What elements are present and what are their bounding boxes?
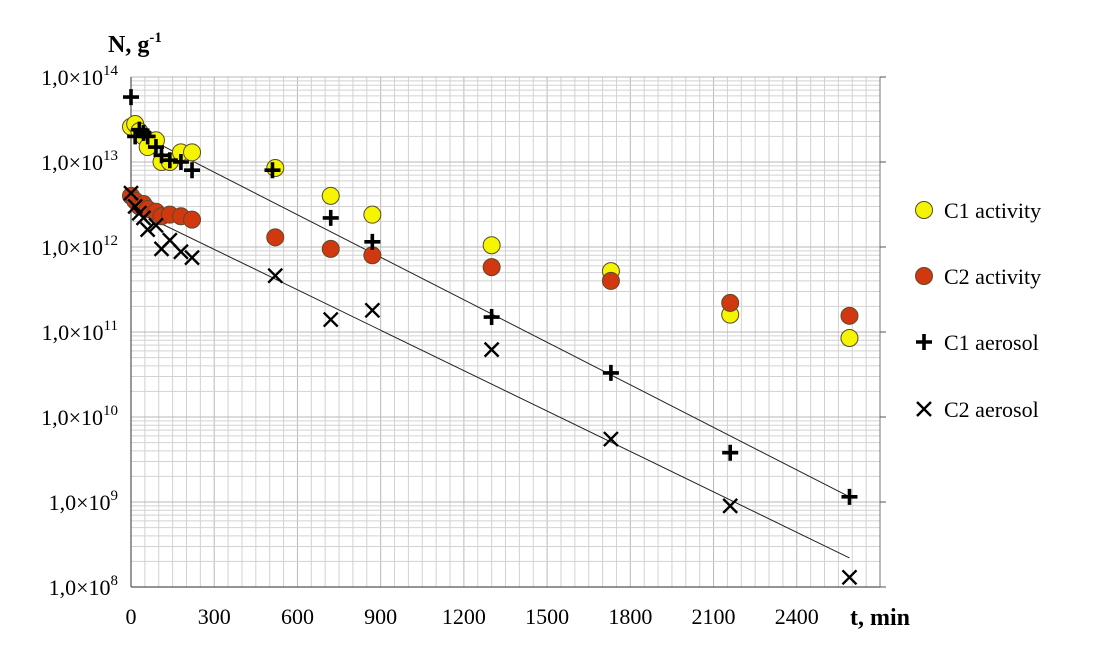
c1-activity-point	[321, 186, 340, 205]
c1-aerosol-point	[322, 209, 339, 226]
legend-label-c1-activity: C1 activity	[944, 198, 1041, 223]
c1-aerosol-point	[364, 233, 381, 250]
c2-activity-point	[482, 258, 501, 277]
axes	[130, 76, 886, 588]
legend-marker-c2-aerosol	[916, 401, 932, 417]
fit-line	[130, 208, 850, 559]
c2-aerosol-point	[483, 341, 500, 358]
c2-aerosol-point	[267, 267, 284, 284]
y-tick-label: 1,0×1010	[41, 403, 118, 430]
c2-activity-point	[721, 293, 740, 312]
c1-aerosol-point	[722, 444, 739, 461]
legend-marker-c2-activity	[915, 267, 933, 285]
y-tick-label: 1,0×1013	[41, 148, 118, 175]
c1-activity-point	[266, 158, 285, 177]
c2-aerosol-point	[322, 311, 339, 328]
c1-aerosol-point	[184, 162, 201, 179]
c2-activity-point	[601, 271, 620, 290]
c2-aerosol-point	[135, 210, 152, 226]
c2-aerosol-point	[722, 498, 739, 514]
c2-aerosol-point	[841, 569, 858, 586]
c2-activity-point	[266, 228, 285, 247]
c2-aerosol-point	[123, 185, 139, 202]
x-tick-label: 2100	[692, 604, 736, 629]
y-tick-label: 1,0×108	[49, 573, 118, 600]
x-tick-label: 1200	[442, 604, 486, 629]
x-tick-label: 300	[198, 604, 231, 629]
c1-aerosol-point	[147, 139, 164, 156]
x-tick-label: 2400	[775, 604, 819, 629]
x-tick-label: 1500	[525, 604, 569, 629]
legend-label-c2-aerosol: C2 aerosol	[944, 397, 1039, 422]
c1-aerosol-point	[483, 309, 500, 326]
c2-aerosol-point	[139, 221, 156, 238]
c1-activity-point	[183, 143, 202, 162]
c1-aerosol-point	[602, 364, 619, 381]
c1-aerosol-point	[264, 162, 281, 179]
c2-activity-point	[183, 210, 202, 229]
legend: C1 activity C2 activity C1 aerosol C2 aeros…	[915, 198, 1041, 422]
c2-activity-point	[321, 239, 340, 258]
c1-activity-point	[840, 328, 859, 347]
y-tick-label: 1,0×109	[49, 488, 118, 515]
y-axis-title: N, g-1	[108, 30, 162, 58]
c1-aerosol-point	[123, 89, 139, 106]
x-tick-label: 1800	[608, 604, 652, 629]
c2-aerosol-point	[184, 249, 200, 266]
c1-aerosol-point	[153, 147, 170, 164]
c1-activity-point	[363, 205, 382, 224]
c1-aerosol-point	[841, 488, 858, 505]
c2-aerosol-point	[603, 431, 619, 447]
c1-activity-point	[482, 236, 501, 255]
x-axis-title: t, min	[850, 605, 910, 631]
c1-aerosol-point	[139, 128, 156, 145]
legend-label-c1-aerosol: C1 aerosol	[944, 330, 1039, 355]
legend-label-c2-activity: C2 activity	[944, 264, 1041, 289]
c2-aerosol-point	[148, 217, 164, 234]
tick-labels: 0 300 600 900 1200 1500 1800 2100 2400 1,0×1014 1,…	[41, 63, 819, 629]
c2-aerosol-point	[173, 243, 189, 260]
y-tick-label: 1,0×1014	[41, 63, 118, 90]
c1-aerosol-point	[172, 154, 189, 170]
c2-aerosol-point	[364, 302, 381, 319]
x-tick-label: 600	[281, 604, 314, 629]
y-tick-label: 1,0×1012	[41, 233, 118, 260]
x-tick-label: 0	[126, 604, 137, 629]
c2-activity-point	[840, 306, 859, 325]
c1-aerosol-point	[161, 152, 178, 169]
x-tick-label: 900	[364, 604, 397, 629]
legend-marker-c1-aerosol	[916, 334, 932, 350]
y-tick-label: 1,0×1011	[42, 318, 118, 345]
legend-marker-c1-activity	[915, 201, 933, 219]
grid	[130, 76, 881, 588]
data-marks	[122, 89, 859, 586]
